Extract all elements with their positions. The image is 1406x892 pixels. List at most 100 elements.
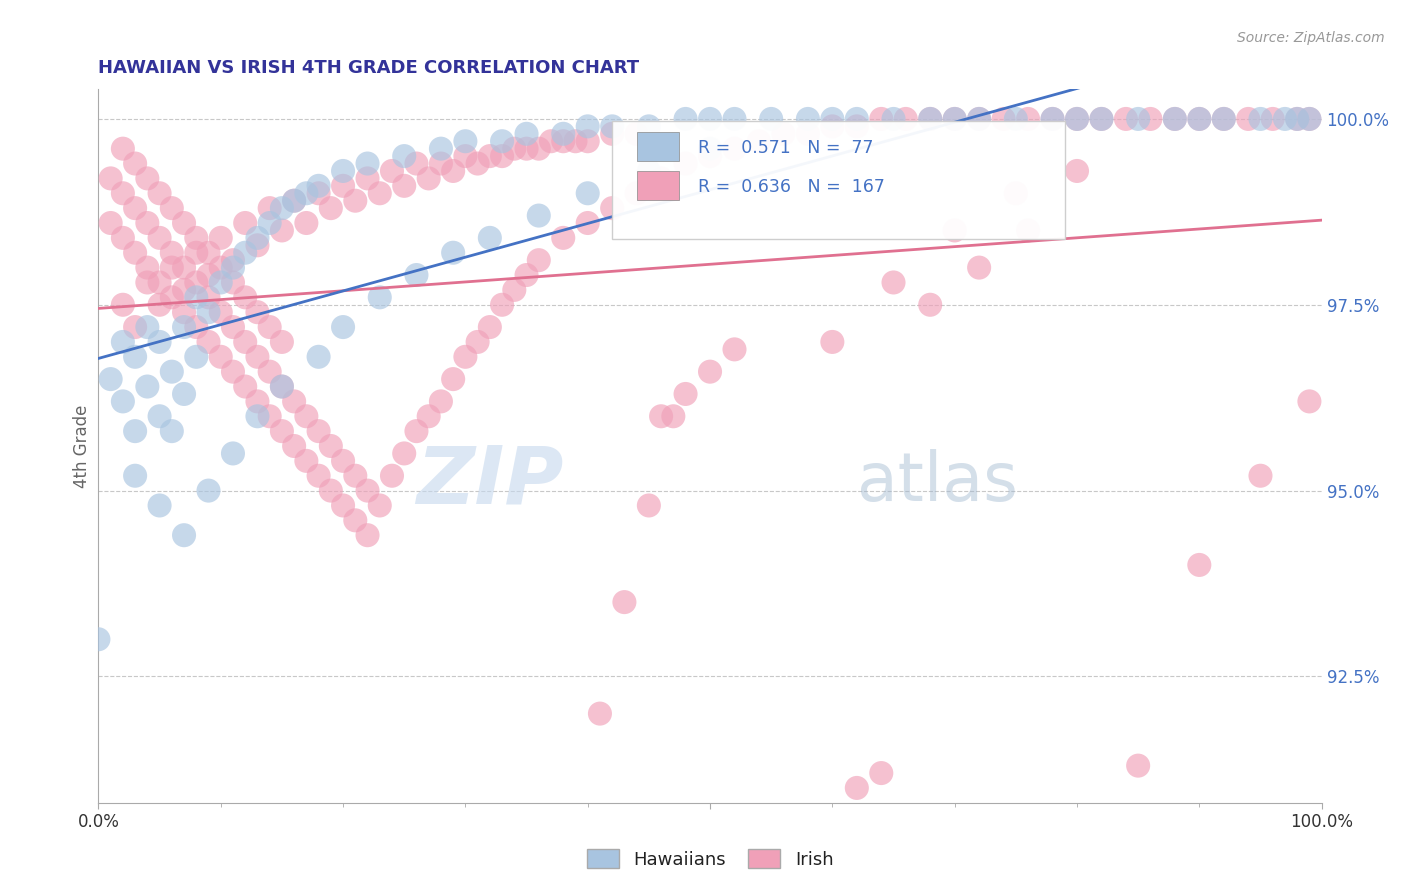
Point [319, 439, 342, 453]
Point [894, 112, 917, 126]
Point [149, 276, 172, 290]
Point [308, 468, 330, 483]
Point [430, 394, 453, 409]
Point [270, 379, 294, 393]
Point [124, 245, 146, 260]
Point [173, 528, 195, 542]
Point [920, 298, 942, 312]
Point [650, 171, 672, 186]
Text: R =  0.571   N =  77: R = 0.571 N = 77 [697, 139, 873, 157]
Point [246, 394, 269, 409]
Point [100, 372, 122, 386]
Point [478, 149, 501, 163]
Point [259, 216, 281, 230]
Point [160, 245, 183, 260]
Point [1274, 112, 1296, 126]
Point [222, 365, 245, 379]
Point [418, 409, 440, 424]
Point [319, 483, 342, 498]
Point [675, 112, 697, 126]
Point [441, 245, 464, 260]
Point [186, 350, 208, 364]
Point [295, 409, 318, 424]
Point [1188, 112, 1211, 126]
Point [405, 424, 427, 438]
Point [149, 186, 172, 201]
Point [186, 320, 208, 334]
Point [270, 424, 294, 438]
Point [332, 499, 354, 513]
Point [1188, 112, 1211, 126]
Point [478, 231, 501, 245]
Point [308, 178, 330, 193]
Point [209, 305, 232, 319]
Point [259, 201, 281, 215]
Point [491, 149, 513, 163]
Point [418, 171, 440, 186]
Point [222, 320, 245, 334]
Point [441, 372, 464, 386]
Point [1298, 394, 1320, 409]
Point [319, 201, 342, 215]
Point [259, 365, 281, 379]
Point [1212, 112, 1234, 126]
Point [527, 142, 550, 156]
Point [308, 424, 330, 438]
Text: R =  0.636   N =  167: R = 0.636 N = 167 [697, 178, 884, 196]
Point [344, 513, 367, 527]
Point [553, 134, 575, 148]
Point [246, 305, 269, 319]
Point [197, 334, 219, 349]
Point [222, 253, 245, 268]
Point [1017, 223, 1039, 237]
Point [356, 528, 378, 542]
Point [197, 245, 219, 260]
Point [1237, 112, 1260, 126]
Point [173, 260, 195, 275]
Point [1286, 112, 1309, 126]
Point [233, 290, 256, 304]
Point [576, 134, 599, 148]
Point [1004, 186, 1026, 201]
Point [491, 134, 513, 148]
Point [699, 142, 721, 156]
Point [1090, 112, 1112, 126]
Point [675, 387, 697, 401]
Point [209, 350, 232, 364]
Point [723, 112, 745, 126]
Point [173, 216, 195, 230]
Point [797, 127, 820, 141]
Point [111, 298, 134, 312]
Point [270, 379, 294, 393]
FancyBboxPatch shape [612, 121, 1064, 239]
Point [246, 238, 269, 252]
Point [160, 365, 183, 379]
Point [295, 186, 318, 201]
Point [1212, 112, 1234, 126]
Point [233, 334, 256, 349]
Point [87, 632, 110, 647]
Bar [637, 132, 679, 161]
Point [821, 112, 844, 126]
Point [344, 468, 367, 483]
Point [332, 178, 354, 193]
Point [1128, 758, 1150, 772]
Point [600, 201, 623, 215]
Point [246, 409, 269, 424]
Point [124, 156, 146, 170]
Point [160, 424, 183, 438]
Point [295, 216, 318, 230]
Point [100, 171, 122, 186]
Point [149, 334, 172, 349]
Point [1188, 558, 1211, 572]
Point [527, 209, 550, 223]
Point [186, 245, 208, 260]
Point [124, 350, 146, 364]
Point [503, 142, 526, 156]
Point [454, 134, 477, 148]
Point [332, 164, 354, 178]
Point [553, 231, 575, 245]
Point [160, 260, 183, 275]
Point [222, 446, 245, 460]
Legend: Hawaiians, Irish: Hawaiians, Irish [579, 841, 841, 876]
